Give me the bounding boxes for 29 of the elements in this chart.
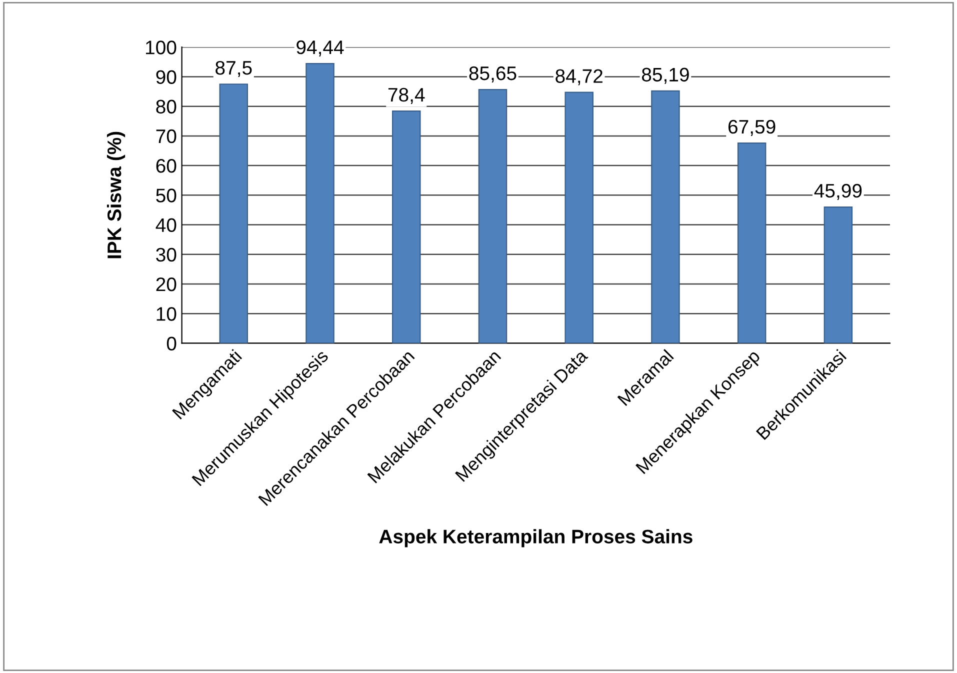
bar (219, 84, 248, 344)
x-axis-title: Aspek Keterampilan Proses Sains (379, 529, 692, 548)
data-label: 85,19 (642, 68, 689, 84)
data-label: 45,99 (814, 184, 862, 200)
y-tick-label: 60 (156, 159, 176, 173)
bar (478, 89, 508, 344)
data-label: 87,5 (216, 60, 252, 78)
y-tick-label: 90 (156, 70, 176, 84)
y-tick-label: 80 (156, 100, 176, 114)
y-tick-label: 10 (156, 307, 176, 321)
bar (564, 92, 594, 344)
y-tick-label: 100 (146, 40, 176, 54)
y-axis-title: IPK Siswa (%) (106, 132, 126, 258)
y-tick-label: 40 (156, 218, 176, 232)
y-tick-label: 50 (156, 188, 176, 202)
data-label: 84,72 (556, 69, 602, 86)
bar (651, 90, 680, 344)
y-tick-label: 70 (156, 129, 176, 144)
bar (392, 110, 421, 344)
data-label: 78,4 (388, 88, 425, 104)
y-tick-label: 30 (156, 248, 176, 262)
y-tick-label: 0 (166, 336, 176, 350)
bar (737, 142, 766, 344)
y-tick-label: 20 (156, 277, 176, 292)
data-label: 94,44 (296, 40, 344, 56)
data-label: 85,65 (469, 66, 516, 82)
bar (824, 206, 853, 344)
data-label: 67,59 (728, 120, 776, 136)
bar (306, 63, 334, 344)
